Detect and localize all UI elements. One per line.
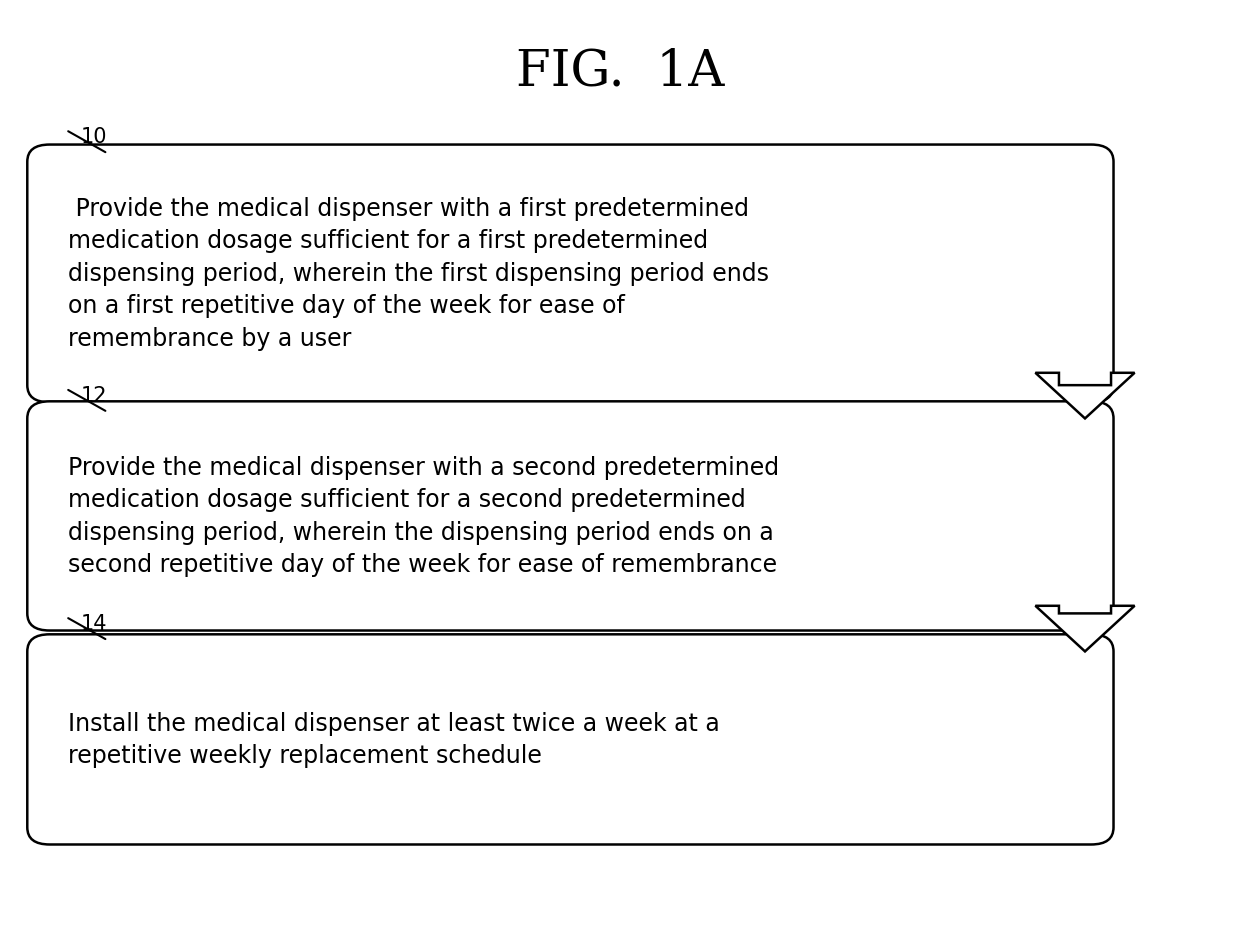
Text: Provide the medical dispenser with a first predetermined
medication dosage suffi: Provide the medical dispenser with a fir… [68, 197, 769, 351]
FancyBboxPatch shape [27, 145, 1114, 402]
Polygon shape [1035, 373, 1135, 418]
FancyBboxPatch shape [27, 634, 1114, 844]
Text: 10: 10 [81, 127, 107, 147]
Polygon shape [1035, 606, 1135, 651]
Text: 14: 14 [81, 614, 107, 634]
Text: Provide the medical dispenser with a second predetermined
medication dosage suff: Provide the medical dispenser with a sec… [68, 456, 779, 577]
Text: FIG.  1A: FIG. 1A [516, 47, 724, 96]
FancyBboxPatch shape [27, 401, 1114, 631]
Text: Install the medical dispenser at least twice a week at a
repetitive weekly repla: Install the medical dispenser at least t… [68, 711, 720, 768]
Text: 12: 12 [81, 386, 107, 406]
